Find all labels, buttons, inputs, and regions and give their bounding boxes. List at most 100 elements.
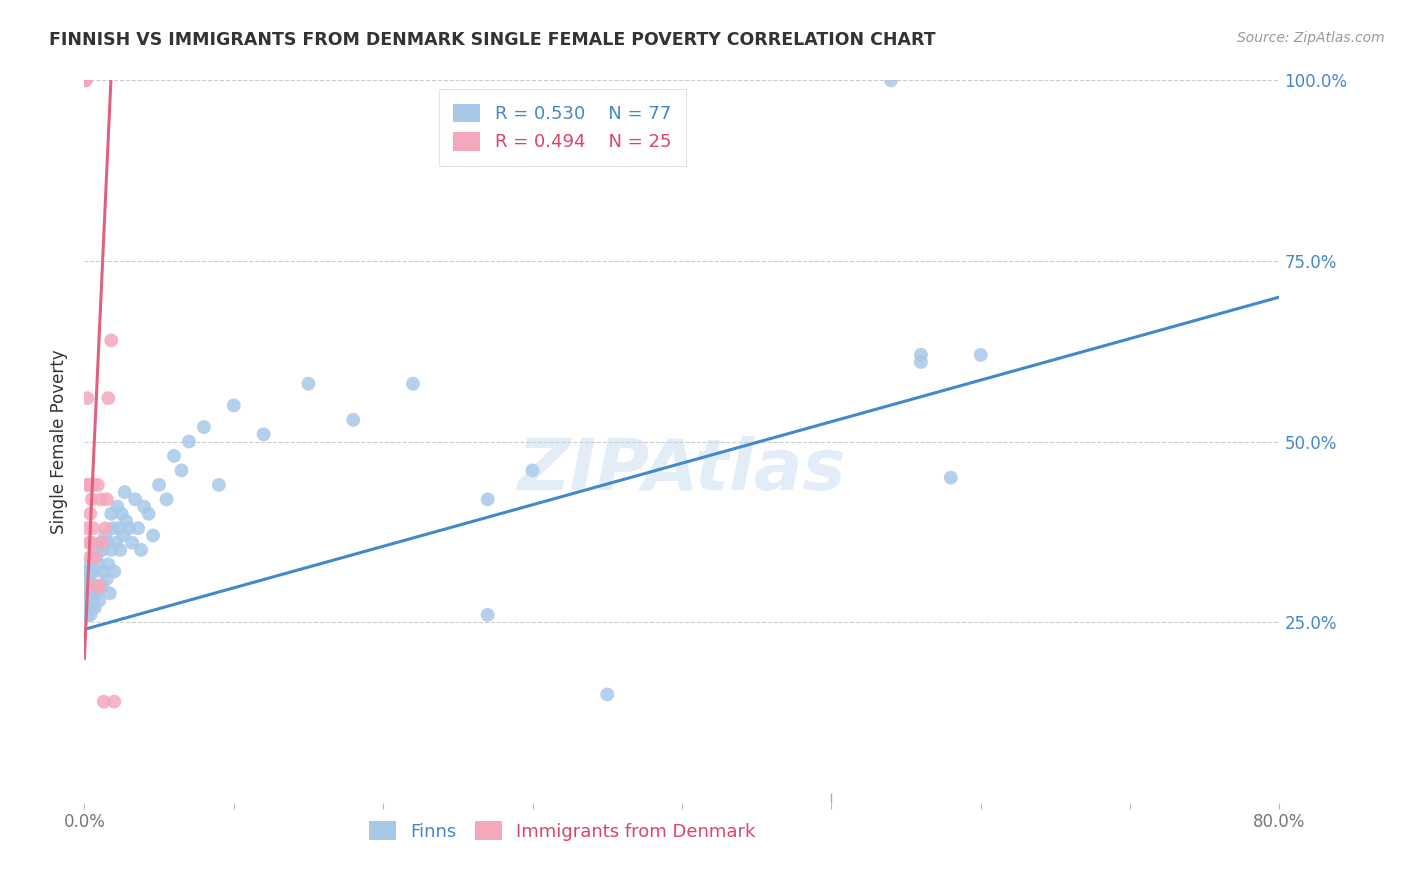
Point [94,521,117,535]
Point [112,528,135,542]
Point [83,565,105,579]
Point [77,558,100,572]
Point [477,607,499,622]
Point [82,521,104,535]
Point [82,579,104,593]
Point [96,492,118,507]
Point [98,586,121,600]
Point [87,579,110,593]
Text: ZIPAtlas: ZIPAtlas [517,436,846,505]
Point [87,478,110,492]
Point [100,542,122,557]
Point [83,600,105,615]
Point [80,586,103,600]
Point [80,565,103,579]
Point [115,514,138,528]
Point [127,521,149,535]
Point [96,535,118,549]
Point [77,535,100,549]
Point [170,463,193,477]
Point [83,550,105,565]
Point [91,579,114,593]
Point [89,579,111,593]
Point [75,73,97,87]
Point [177,434,200,449]
Point [79,593,101,607]
Point [77,572,100,586]
Point [138,507,160,521]
Point [163,449,186,463]
Point [522,463,544,477]
Point [880,73,903,87]
Point [129,542,152,557]
Point [101,521,124,535]
Point [110,542,132,557]
Point [105,500,128,514]
Point [103,695,125,709]
Point [79,607,101,622]
Point [342,413,364,427]
Point [77,600,100,615]
Point [910,355,932,369]
Point [93,695,115,709]
Legend: Finns, Immigrants from Denmark: Finns, Immigrants from Denmark [361,814,763,848]
Point [107,521,129,535]
Point [402,376,425,391]
Point [155,492,177,507]
Point [79,579,101,593]
Point [82,478,104,492]
Point [148,478,170,492]
Text: Source: ZipAtlas.com: Source: ZipAtlas.com [1237,31,1385,45]
Point [208,478,231,492]
Point [77,478,100,492]
Point [75,600,97,615]
Point [86,586,108,600]
Point [90,535,112,549]
Point [76,593,98,607]
Point [96,572,118,586]
Point [76,521,98,535]
Point [76,607,98,622]
Point [80,492,103,507]
Point [104,535,127,549]
Point [75,73,97,87]
Y-axis label: Single Female Poverty: Single Female Poverty [51,350,69,533]
Point [939,470,962,484]
Point [910,348,932,362]
Point [79,507,101,521]
Point [100,334,122,348]
Point [100,507,122,521]
Point [82,593,104,607]
Point [91,535,114,549]
Point [132,500,156,514]
Point [89,593,111,607]
Point [91,542,114,557]
Point [253,427,276,442]
Point [87,542,110,557]
Point [79,550,101,565]
Point [142,528,165,542]
Text: FINNISH VS IMMIGRANTS FROM DENMARK SINGLE FEMALE POVERTY CORRELATION CHART: FINNISH VS IMMIGRANTS FROM DENMARK SINGL… [49,31,936,49]
Point [970,348,993,362]
Point [93,565,115,579]
Point [124,492,146,507]
Point [97,391,120,405]
Point [193,420,215,434]
Point [118,521,141,535]
Point [222,398,245,412]
Point [114,485,136,500]
Point [97,558,120,572]
Point [111,507,134,521]
Point [80,600,103,615]
Point [86,579,108,593]
Point [75,586,97,600]
Point [477,492,499,507]
Point [86,550,108,565]
Point [297,376,319,391]
Point [75,572,97,586]
Point [596,687,619,701]
Point [89,558,111,572]
Point [76,391,98,405]
Point [90,492,112,507]
Point [94,528,117,542]
